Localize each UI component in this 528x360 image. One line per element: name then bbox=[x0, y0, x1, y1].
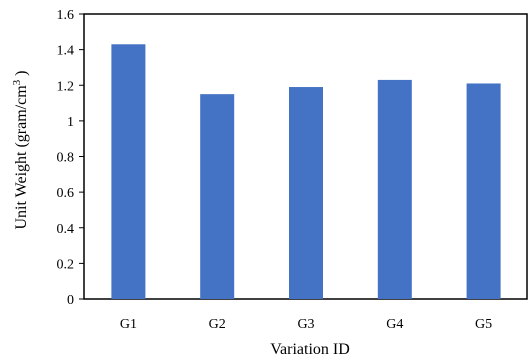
x-category-label: G5 bbox=[475, 317, 492, 332]
bar-g1 bbox=[111, 44, 146, 299]
y-axis-title-superscript: 3 bbox=[11, 79, 23, 85]
y-axis-ticks: 0 0.2 0.4 0.6 0.8 1 1.2 1.4 1.6 bbox=[57, 8, 84, 308]
x-category-label: G2 bbox=[209, 317, 226, 332]
x-category-label: G3 bbox=[297, 317, 314, 332]
bar-g4 bbox=[377, 79, 412, 299]
y-tick-label: 0.4 bbox=[57, 222, 75, 237]
y-tick-label: 0 bbox=[67, 293, 74, 308]
y-tick-label: 1.2 bbox=[57, 79, 75, 94]
x-axis-categories: G1 G2 G3 G4 G5 bbox=[120, 317, 492, 332]
y-tick-label: 0.8 bbox=[57, 151, 75, 166]
bars-group bbox=[111, 44, 501, 299]
y-tick-label: 1.4 bbox=[57, 44, 75, 59]
bar-g5 bbox=[466, 83, 501, 299]
y-tick-label: 0.2 bbox=[57, 257, 75, 272]
x-category-label: G4 bbox=[386, 317, 403, 332]
y-tick-label: 1.6 bbox=[57, 8, 75, 23]
y-tick-label: 0.6 bbox=[57, 186, 75, 201]
x-category-label: G1 bbox=[120, 317, 137, 332]
y-axis-title: Unit Weight (gram/cm3 ) bbox=[11, 71, 30, 230]
y-axis-title-main: Unit Weight (gram/cm bbox=[13, 85, 30, 230]
y-tick-label: 1 bbox=[67, 115, 74, 130]
bar-g2 bbox=[200, 94, 235, 299]
bar-g3 bbox=[289, 87, 323, 299]
y-axis-title-suffix: ) bbox=[13, 71, 30, 80]
x-axis-title: Variation ID bbox=[270, 341, 350, 358]
